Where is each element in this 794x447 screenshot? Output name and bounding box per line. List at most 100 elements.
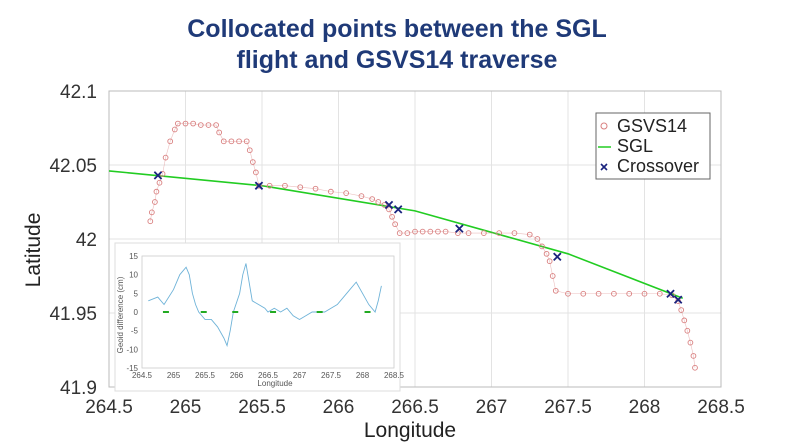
y-axis-label: Latitude [22, 213, 45, 288]
gsvs14-point [236, 138, 242, 145]
sgl-line [108, 170, 684, 299]
gsvs14-point [220, 138, 227, 145]
legend-crossover-marker [600, 163, 608, 171]
gsvs14-point [249, 159, 256, 165]
gsvs14-point [243, 138, 250, 145]
gsvs14-point [595, 290, 602, 297]
gsvs14-point [328, 188, 334, 195]
gsvs14-point [389, 213, 395, 220]
gsvs14-point [427, 228, 434, 235]
gsvs14-point [687, 339, 694, 346]
chart-title: Collocated points between the SGL flight… [0, 14, 794, 76]
gsvs14-point [392, 221, 398, 228]
inset-geoid-difference-line [148, 263, 382, 348]
gsvs14-point [197, 122, 204, 128]
y-tick-label: 42.05 [49, 156, 97, 177]
gsvs14-point [481, 230, 487, 236]
x-tick-label: 265 [170, 397, 202, 418]
gsvs14-point [162, 154, 169, 161]
inset-y-tick-label: -15 [126, 364, 138, 373]
y-tick-label: 41.95 [49, 304, 97, 325]
gsvs14-point [386, 206, 392, 213]
inset-x-tick-label: 268.5 [384, 371, 405, 380]
inset-y-tick-label: -5 [131, 327, 139, 336]
inset-y-tick-label: 5 [134, 289, 139, 298]
y-tick-labels: 41.9 41.95 42 42.05 42.1 [49, 82, 97, 399]
gsvs14-point [153, 188, 160, 195]
x-tick-label: 268.5 [697, 397, 745, 418]
inset-x-tick-label: 266 [230, 371, 244, 380]
gsvs14-point [147, 218, 154, 225]
gsvs14-point [175, 120, 181, 127]
gsvs14-point [539, 243, 545, 250]
gsvs14-point [552, 287, 559, 294]
main-grid [108, 90, 722, 388]
y-tick-label: 41.9 [60, 378, 97, 399]
x-axis-label: Longitude [364, 419, 456, 442]
gsvs14-point [419, 228, 426, 235]
gsvs14-point [190, 120, 197, 127]
inset-x-tick-label: 265.5 [195, 371, 216, 380]
gsvs14-point [684, 327, 691, 334]
gsvs14-point [343, 190, 350, 196]
gsvs14-point [641, 290, 648, 297]
crossover-point [254, 181, 264, 190]
gsvs14-point [205, 122, 212, 128]
x-tick-label: 266.5 [391, 397, 439, 418]
gsvs14-point [282, 182, 288, 189]
legend-box [595, 112, 711, 180]
inset-x-tick-label: 266.5 [258, 371, 279, 380]
gsvs14-point [549, 273, 556, 279]
legend-gsvs14-marker [600, 122, 608, 130]
plot-frame [108, 90, 722, 388]
gsvs14-point [216, 129, 223, 136]
x-tick-label: 264.5 [85, 397, 133, 418]
gsvs14-point [404, 230, 411, 236]
inset-x-tick-label: 264.5 [132, 371, 153, 380]
inset-x-tick-label: 268 [356, 371, 370, 380]
gsvs14-point [692, 364, 698, 371]
gsvs14-point [228, 138, 235, 145]
gsvs14-point [148, 209, 155, 216]
gsvs14-point [690, 353, 697, 359]
inset-y-axis-label: Geoid difference (cm) [116, 276, 125, 353]
gsvs14-point [182, 120, 189, 127]
gsvs14-point [656, 290, 663, 297]
gsvs14-point [256, 182, 262, 189]
x-tick-label: 265.5 [238, 397, 286, 418]
y-tick-label: 42.1 [60, 82, 97, 103]
gsvs14-point [611, 290, 617, 297]
gsvs14-point [442, 228, 449, 235]
legend-sgl-label: SGL [617, 136, 653, 156]
inset-x-tick-labels: 264.5 265 265.5 266 266.5 267 267.5 268 268.5 [132, 371, 405, 380]
gsvs14-point [565, 290, 571, 297]
gsvs14-point [465, 230, 472, 236]
gsvs14-point [526, 231, 533, 238]
inset-x-axis-label: Longitude [257, 379, 293, 388]
gsvs14-point [246, 147, 253, 154]
gsvs14-point [678, 307, 685, 313]
gsvs14-point [496, 230, 503, 236]
inset-x-tick-label: 267.5 [321, 371, 342, 380]
gsvs14-point [534, 236, 541, 242]
gsvs14-point [381, 202, 388, 208]
gsvs14-point [152, 199, 158, 205]
crossover-point [666, 289, 675, 298]
inset-frame [141, 255, 395, 369]
inset-y-tick-labels: 15 10 5 0 -5 -10 -15 [126, 252, 138, 373]
inset-y-tick-label: 15 [129, 252, 138, 261]
crossover-point [393, 205, 403, 214]
gsvs14-point [213, 122, 219, 128]
crossover-point [553, 252, 562, 261]
crossover-point [673, 295, 683, 304]
gsvs14-point [435, 228, 441, 235]
x-tick-label: 267 [476, 397, 508, 418]
main-series [108, 120, 698, 371]
chart-title-line1: Collocated points between the SGL [187, 15, 607, 43]
inset-x-tick-label: 267 [293, 371, 307, 380]
crossover-point [455, 224, 464, 233]
gsvs14-point [312, 185, 319, 192]
gsvs14-point [543, 250, 550, 257]
gsvs14-point [253, 169, 259, 176]
